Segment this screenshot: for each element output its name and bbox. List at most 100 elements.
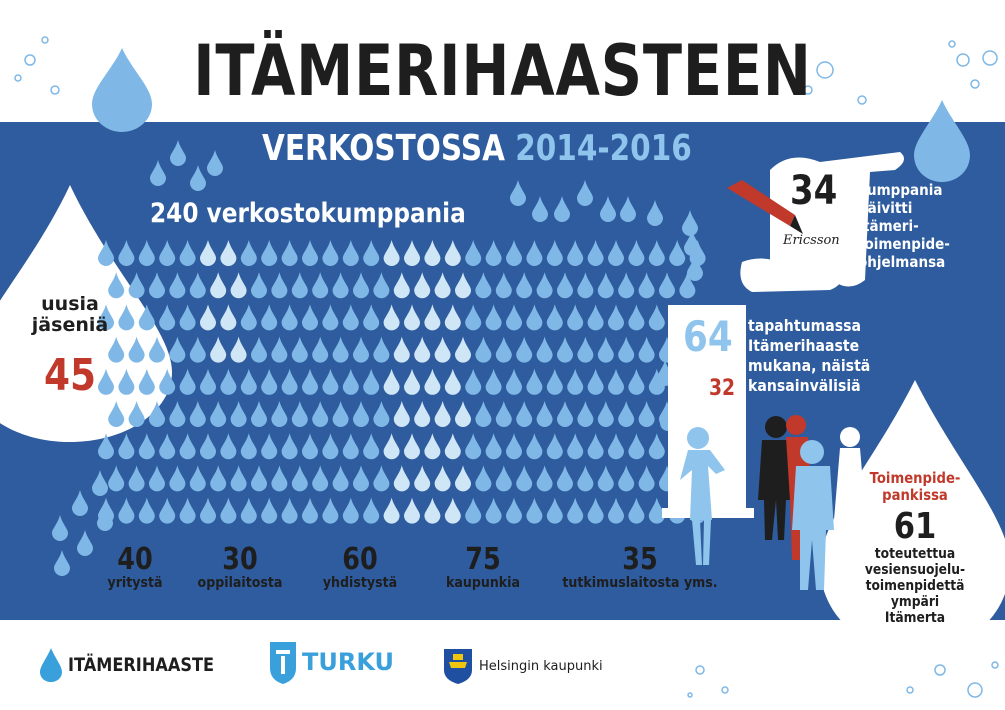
- partner-drop: [618, 465, 635, 492]
- partner-drop: [618, 336, 635, 363]
- partner-drop: [98, 433, 114, 460]
- partner-drop: [363, 240, 380, 266]
- partner-drop: [393, 401, 410, 427]
- partner-drop: [465, 497, 482, 524]
- partner-drop: [485, 433, 502, 460]
- programme-scroll-icon: Ericsson: [727, 152, 904, 292]
- people-figures: [680, 415, 866, 590]
- category-associations: 60 yhdistystä: [305, 545, 415, 592]
- partner-drop: [281, 497, 298, 524]
- partner-drop: [567, 497, 584, 524]
- partner-drop: [312, 401, 329, 427]
- partner-drop: [118, 497, 135, 524]
- category-value: 30: [222, 542, 258, 577]
- partner-drop: [536, 465, 553, 492]
- partner-drop: [638, 465, 655, 492]
- partner-drop: [618, 401, 635, 427]
- partner-drop: [230, 336, 247, 363]
- partner-drop: [567, 304, 584, 331]
- partner-drop: [414, 336, 431, 363]
- partner-drop: [342, 497, 359, 524]
- partner-drop: [200, 368, 216, 395]
- partner-drop: [92, 470, 108, 496]
- partner-drop: [128, 465, 145, 492]
- itamerihaaste-wordmark: ITÄMERIHAASTE: [68, 654, 215, 676]
- partner-drop: [618, 272, 635, 299]
- partner-drop: [271, 401, 288, 427]
- partner-drop: [169, 272, 186, 299]
- partner-drop: [424, 497, 441, 524]
- partner-drop: [628, 304, 645, 331]
- partner-drop: [597, 336, 614, 363]
- action-bank-value: 61: [893, 506, 937, 547]
- category-value: 35: [622, 542, 658, 577]
- partner-drop: [128, 401, 145, 427]
- partner-drop: [608, 240, 624, 266]
- events-international-value: 32: [709, 376, 736, 401]
- partner-drop: [554, 196, 570, 222]
- partner-drop: [600, 196, 616, 222]
- partner-drop: [597, 465, 614, 492]
- new-members-label-line: jäseniä: [31, 314, 109, 336]
- partner-drop: [393, 465, 410, 492]
- category-label: oppilaitosta: [197, 575, 283, 591]
- partner-drop: [526, 240, 543, 266]
- main-title: ITÄMERIHAASTEEN: [193, 30, 812, 112]
- partner-drop: [485, 368, 502, 395]
- water-drop-icon: [40, 648, 62, 682]
- partner-drop: [393, 272, 410, 299]
- partner-drop: [608, 368, 624, 395]
- partner-drop: [455, 465, 471, 492]
- partner-drop: [271, 336, 288, 363]
- partner-drop: [444, 304, 461, 331]
- action-bank-line: ympäri: [890, 594, 940, 610]
- partner-drop: [404, 304, 420, 331]
- partner-drop: [261, 240, 278, 266]
- partner-drop: [434, 272, 451, 299]
- partner-drop: [383, 497, 400, 524]
- action-bank-line: toteutettua: [874, 546, 956, 562]
- partner-drop: [220, 240, 237, 266]
- partner-drop: [506, 368, 522, 395]
- partner-drop: [577, 401, 594, 427]
- partner-drop: [620, 196, 636, 222]
- partner-drop: [485, 240, 502, 266]
- action-bank-line: vesiensuojelu-: [864, 562, 966, 578]
- programme-text: kumppania päivitti Itämeri- toimenpide- …: [858, 181, 950, 271]
- partner-drop: [118, 433, 135, 460]
- partner-drop: [342, 433, 359, 460]
- partner-drop: [138, 433, 155, 460]
- subtitle: VERKOSTOSSA 2014-2016: [262, 128, 692, 169]
- partner-drop: [526, 368, 543, 395]
- partner-drop: [383, 433, 400, 460]
- partner-drop: [189, 272, 206, 299]
- partner-drop: [516, 465, 533, 492]
- category-research: 35 tutkimuslaitosta yms.: [545, 542, 735, 592]
- partner-drop: [322, 304, 339, 331]
- partner-drop: [210, 336, 227, 363]
- action-bank-line: toimenpidettä: [865, 578, 965, 594]
- total-partners: 240 verkostokumppania: [150, 198, 466, 229]
- partner-drop: [322, 433, 339, 460]
- events-text: tapahtumassa Itämerihaaste mukana, näist…: [748, 316, 870, 396]
- partner-drop: [251, 465, 267, 492]
- partner-drop: [179, 497, 196, 524]
- partner-drop: [179, 433, 196, 460]
- partner-drop: [170, 140, 186, 166]
- partner-drop: [567, 240, 584, 266]
- partner-drop: [98, 240, 114, 266]
- partner-drop: [424, 368, 441, 395]
- partner-drop: [444, 240, 461, 266]
- partner-drop: [138, 304, 155, 331]
- partner-drop: [251, 336, 267, 363]
- events-line: mukana, näistä: [748, 356, 871, 375]
- partner-drop: [179, 368, 196, 395]
- partner-drop: [567, 433, 584, 460]
- partner-drop: [444, 497, 461, 524]
- partner-drop: [353, 401, 369, 427]
- partner-drop: [128, 272, 145, 299]
- action-bank-heading: Toimenpide- pankissa: [863, 470, 967, 504]
- partner-drop: [108, 465, 125, 492]
- drop-top-left: [92, 48, 152, 132]
- partner-drop: [424, 433, 441, 460]
